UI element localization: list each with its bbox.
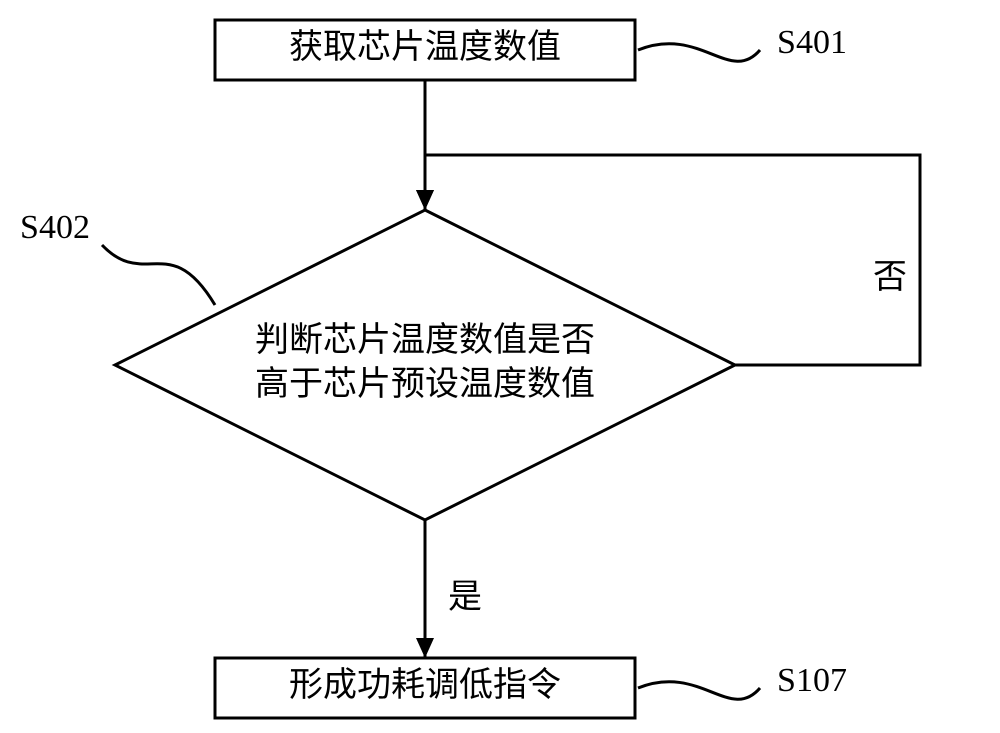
step-label-n1: S401 bbox=[777, 24, 847, 61]
leader-n2 bbox=[102, 245, 215, 305]
step-label-n3: S107 bbox=[777, 662, 847, 699]
step-label-n2: S402 bbox=[20, 209, 90, 246]
edge-1-arrowhead bbox=[416, 638, 434, 658]
edge-1-label: 是 bbox=[448, 579, 482, 616]
leader-n3 bbox=[638, 682, 760, 700]
edge-2-arrowhead bbox=[416, 190, 434, 210]
node-n3-text: 形成功耗调低指令 bbox=[289, 666, 561, 704]
flowchart-svg: 是否获取芯片温度数值判断芯片温度数值是否高于芯片预设温度数值形成功耗调低指令S4… bbox=[0, 0, 1000, 733]
leader-n1 bbox=[638, 44, 760, 62]
edge-2-label: 否 bbox=[873, 259, 907, 296]
node-n1-text: 获取芯片温度数值 bbox=[289, 28, 561, 66]
